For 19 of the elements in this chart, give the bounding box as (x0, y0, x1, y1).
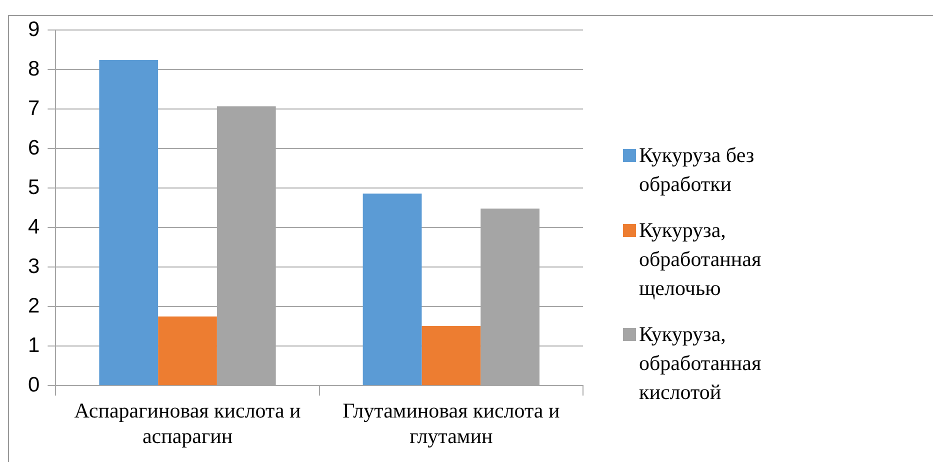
y-tick-label: 3 (28, 254, 40, 278)
y-tick-label: 9 (28, 18, 40, 41)
y-tick-label: 6 (28, 136, 40, 160)
y-tick-label: 4 (28, 215, 40, 238)
y-tick-label: 2 (28, 294, 40, 318)
y-tick-label: 5 (28, 176, 40, 199)
x-tick-label: Аспарагиновая кислота и аспарагин (74, 398, 301, 448)
bar (158, 316, 217, 386)
y-tick-label: 8 (28, 57, 40, 80)
bar (422, 326, 481, 386)
bar (362, 194, 422, 386)
legend-label: Кукуруза, обработанная щелочью (639, 217, 762, 302)
y-tick-label: 7 (28, 96, 40, 120)
legend-label: Кукуруза без обработки (639, 142, 756, 198)
x-tick-label: Глутаминовая кислота и глутамин (342, 398, 560, 448)
y-tick-label: 1 (28, 334, 40, 357)
legend-label: Кукуруза, обработанная кислотой (639, 321, 762, 406)
bar (99, 60, 158, 386)
y-tick-label: 0 (28, 373, 40, 396)
